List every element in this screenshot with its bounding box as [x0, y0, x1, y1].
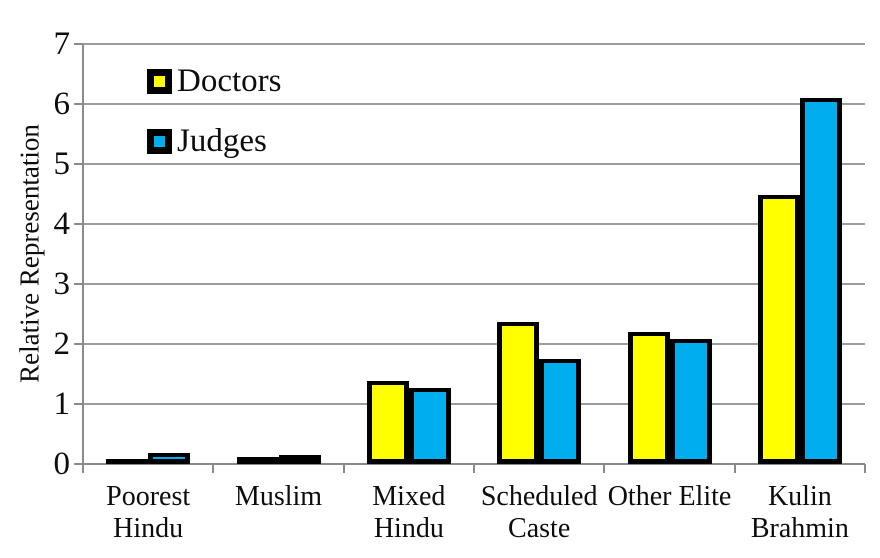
y-axis-line [82, 44, 84, 464]
y-axis-tick [74, 403, 83, 405]
legend-swatch-doctors-fill [154, 75, 165, 87]
x-axis-tick [212, 464, 215, 473]
legend-item-judges: Judges [147, 124, 267, 158]
x-axis-label-kulin-brahmin: Kulin Brahmin [712, 481, 880, 545]
legend-label-judges: Judges [177, 123, 267, 159]
x-axis-tick [473, 464, 475, 473]
bar-doctors-other-elite-fill [632, 336, 665, 459]
x-axis-tick [342, 464, 345, 473]
bar-doctors-other-elite [627, 332, 670, 464]
bar-judges-poorest-hindu [148, 453, 191, 464]
y-axis-tick [74, 283, 83, 285]
x-axis-label-line: Kulin [767, 481, 832, 512]
y-axis-tick-label: 6 [53, 86, 71, 122]
y-axis-tick-label: 7 [53, 26, 71, 62]
bar-judges-muslim [278, 455, 321, 464]
bar-judges-mixed-hindu-fill [413, 392, 446, 459]
x-axis-label-line: Scheduled [480, 481, 598, 512]
x-axis-label-mixed-hindu: Mixed Hindu [321, 481, 497, 545]
x-axis-label-line: Hindu [373, 513, 444, 544]
bar-doctors-scheduled-caste-fill [502, 326, 535, 459]
bar-judges-other-elite-fill [674, 343, 707, 459]
x-axis-tick [82, 464, 84, 473]
x-axis-label-muslim: Muslim [191, 481, 367, 513]
bar-judges-kulin-brahmin-fill [804, 102, 837, 459]
gridline [83, 343, 865, 345]
y-axis-tick [74, 463, 83, 465]
x-axis-label-poorest-hindu: Poorest Hindu [60, 481, 236, 545]
x-axis-label-line: Mixed [372, 481, 446, 512]
x-axis-label-other-elite: Other Elite [582, 481, 758, 513]
bar-judges-other-elite [669, 339, 712, 464]
gridline [83, 103, 865, 105]
bar-judges-scheduled-caste [539, 359, 582, 464]
y-axis-tick-label: 2 [53, 326, 71, 362]
bar-judges-kulin-brahmin [799, 98, 842, 464]
y-axis-tick [74, 343, 83, 345]
bar-judges-mixed-hindu [408, 388, 451, 464]
legend-swatch-doctors-icon [147, 68, 172, 94]
y-axis-tick-label: 3 [53, 266, 71, 302]
bar-doctors-kulin-brahmin [757, 195, 800, 464]
gridline [83, 283, 865, 285]
x-axis-label-line: Other Elite [607, 481, 732, 512]
legend-swatch-judges-fill [154, 135, 165, 147]
legend-item-doctors: Doctors [147, 64, 281, 98]
bar-judges-poorest-hindu-fill [153, 457, 186, 459]
y-axis-tick-label: 0 [53, 446, 71, 482]
x-axis-label-line: Poorest [106, 481, 191, 512]
bar-doctors-mixed-hindu-fill [371, 385, 404, 459]
legend-swatch-judges-icon [147, 128, 172, 154]
x-axis-label-line: Brahmin [750, 513, 849, 544]
bar-judges-scheduled-caste-fill [544, 363, 577, 459]
x-axis-label-line: Muslim [234, 481, 323, 512]
bar-doctors-poorest-hindu [106, 459, 149, 464]
x-axis-tick [603, 464, 606, 473]
x-axis-label-line: Hindu [113, 513, 184, 544]
bar-doctors-muslim [236, 457, 279, 464]
bar-doctors-kulin-brahmin-fill [762, 199, 795, 459]
y-axis-tick [74, 223, 83, 225]
y-axis-tick-label: 4 [53, 206, 71, 242]
gridline [83, 163, 865, 165]
y-axis-tick-label: 1 [53, 386, 71, 422]
x-axis-tick [864, 464, 866, 473]
x-axis-tick [733, 464, 736, 473]
y-axis-tick-label: 5 [53, 146, 71, 182]
bar-doctors-scheduled-caste [497, 322, 540, 464]
gridline [83, 403, 865, 405]
y-axis-tick [74, 163, 83, 165]
bar-doctors-mixed-hindu [366, 381, 409, 464]
gridline [83, 223, 865, 225]
gridline [83, 43, 865, 45]
x-axis-label-line: Caste [508, 513, 571, 544]
y-axis-tick [74, 103, 83, 105]
y-axis-tick [74, 43, 83, 45]
x-axis-label-scheduled-caste: Scheduled Caste [451, 481, 627, 545]
legend-label-doctors: Doctors [177, 63, 282, 99]
